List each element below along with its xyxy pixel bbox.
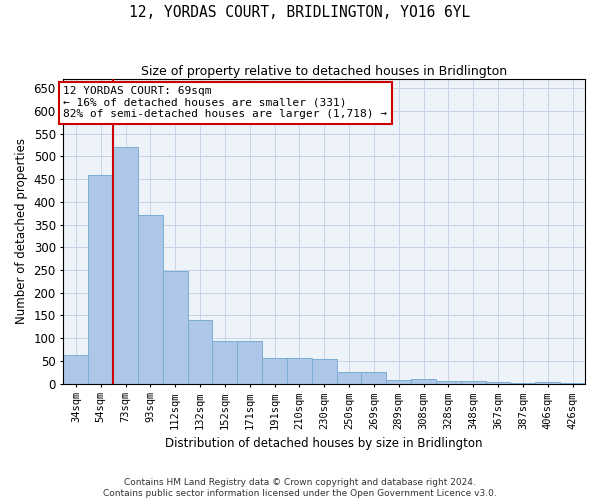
Bar bbox=[337, 372, 361, 384]
Bar bbox=[511, 382, 535, 384]
Bar bbox=[535, 382, 560, 384]
Bar bbox=[287, 358, 312, 384]
Bar bbox=[163, 271, 188, 384]
Title: Size of property relative to detached houses in Bridlington: Size of property relative to detached ho… bbox=[141, 65, 507, 78]
Bar bbox=[138, 216, 163, 384]
Bar bbox=[113, 148, 138, 384]
Bar bbox=[386, 380, 411, 384]
Bar bbox=[485, 382, 511, 384]
Bar bbox=[64, 356, 88, 384]
Bar bbox=[312, 358, 337, 384]
Bar bbox=[262, 358, 287, 384]
Text: Contains HM Land Registry data © Crown copyright and database right 2024.
Contai: Contains HM Land Registry data © Crown c… bbox=[103, 478, 497, 498]
Text: 12, YORDAS COURT, BRIDLINGTON, YO16 6YL: 12, YORDAS COURT, BRIDLINGTON, YO16 6YL bbox=[130, 5, 470, 20]
Y-axis label: Number of detached properties: Number of detached properties bbox=[15, 138, 28, 324]
Bar bbox=[436, 382, 461, 384]
Bar bbox=[411, 379, 436, 384]
Bar bbox=[212, 342, 237, 384]
Bar bbox=[188, 320, 212, 384]
Bar bbox=[88, 176, 113, 384]
Bar bbox=[461, 382, 485, 384]
Text: 12 YORDAS COURT: 69sqm
← 16% of detached houses are smaller (331)
82% of semi-de: 12 YORDAS COURT: 69sqm ← 16% of detached… bbox=[64, 86, 388, 119]
Bar bbox=[237, 342, 262, 384]
X-axis label: Distribution of detached houses by size in Bridlington: Distribution of detached houses by size … bbox=[166, 437, 483, 450]
Bar bbox=[560, 382, 585, 384]
Bar bbox=[361, 372, 386, 384]
